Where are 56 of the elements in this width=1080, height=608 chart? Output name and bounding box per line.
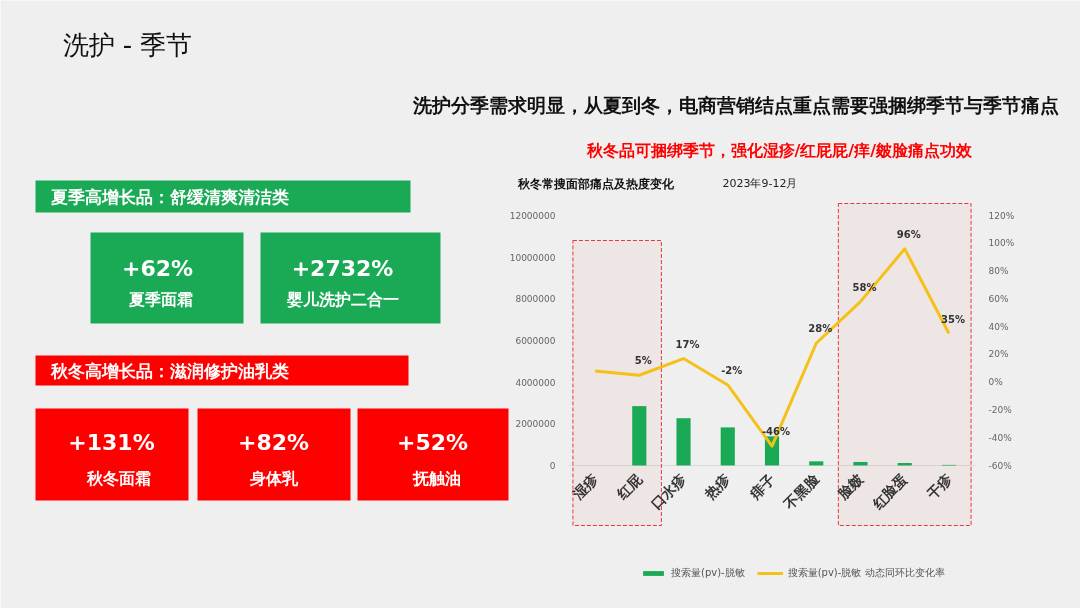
text: 抚触油	[411, 469, 461, 488]
x-tick-label: 湿疹	[568, 470, 602, 503]
x-tick-label: 痱子	[745, 470, 778, 503]
text: 夏季面霜	[127, 290, 193, 309]
chart-subtitle: 2023年9-12月	[722, 177, 798, 190]
text: 秋冬面霜	[85, 469, 151, 488]
text: +52%	[396, 430, 469, 455]
y-tick-label: 8000000	[515, 294, 556, 305]
x-tick-label: 脸皴	[834, 470, 867, 503]
y-tick-label: 4000000	[515, 377, 556, 388]
bar	[853, 461, 868, 466]
data-label: -2%	[721, 364, 743, 376]
text: 身体乳	[248, 469, 299, 488]
y2-tick-label: -20%	[988, 404, 1013, 415]
data-label: 5%	[634, 355, 652, 367]
chart-title: 秋冬常搜面部痛点及热度变化	[516, 176, 675, 191]
legend-label: 搜索量(pv)-脱敏 动态同环比变化率	[787, 566, 945, 580]
x-tick-label: 口水疹	[648, 470, 690, 512]
y2-tick-label: 100%	[988, 238, 1015, 249]
bar	[720, 427, 735, 466]
text: +2732%	[291, 256, 394, 281]
text: 洗护分季需求明显，从夏到冬，电商营销结点重点需要强捆绑季节与季节痛点	[411, 93, 1059, 116]
text: 秋冬品可捆绑季节，强化湿疹/红屁屁/痒/皴脸痛点功效	[585, 141, 974, 160]
y-tick-label: 2000000	[515, 419, 556, 430]
x-tick-label: 不黑脸	[780, 470, 823, 513]
y-tick-label: 0	[549, 461, 556, 471]
bar	[897, 463, 912, 466]
text: 秋冬高增长品：滋润修护油乳类	[49, 360, 289, 381]
text: 婴儿洗护二合一	[285, 290, 399, 309]
data-label: 28%	[808, 323, 833, 335]
y2-tick-label: 40%	[988, 321, 1009, 332]
y-tick-label: 12000000	[509, 211, 556, 221]
text: 洗护 - 季节	[62, 29, 193, 60]
y2-tick-label: 120%	[988, 210, 1015, 221]
text: +131%	[68, 430, 155, 455]
y2-tick-label: -60%	[988, 460, 1013, 471]
legend-label: 搜索量(pv)-脱敏	[671, 566, 745, 580]
bar	[676, 418, 691, 466]
y2-tick-label: 60%	[988, 293, 1009, 304]
x-tick-label: 红脸蛋	[868, 470, 911, 513]
data-label: 96%	[896, 228, 921, 240]
x-tick-label: 红屁	[613, 470, 646, 503]
y-tick-label: 6000000	[515, 336, 556, 346]
text: +62%	[121, 256, 194, 281]
data-label: 17%	[675, 338, 700, 350]
y2-tick-label: 20%	[988, 349, 1009, 360]
y-tick-label: 10000000	[509, 252, 556, 263]
text: 夏季高增长品：舒缓清爽清洁类	[49, 186, 289, 207]
x-tick-label: 干疹	[922, 470, 956, 503]
bar	[809, 461, 824, 466]
y2-tick-label: 0%	[988, 377, 1004, 388]
text: +82%	[237, 430, 310, 455]
bar	[632, 406, 647, 466]
y2-tick-label: 80%	[988, 266, 1009, 277]
y2-tick-label: -40%	[988, 432, 1013, 443]
x-tick-label: 热疹	[701, 470, 735, 503]
